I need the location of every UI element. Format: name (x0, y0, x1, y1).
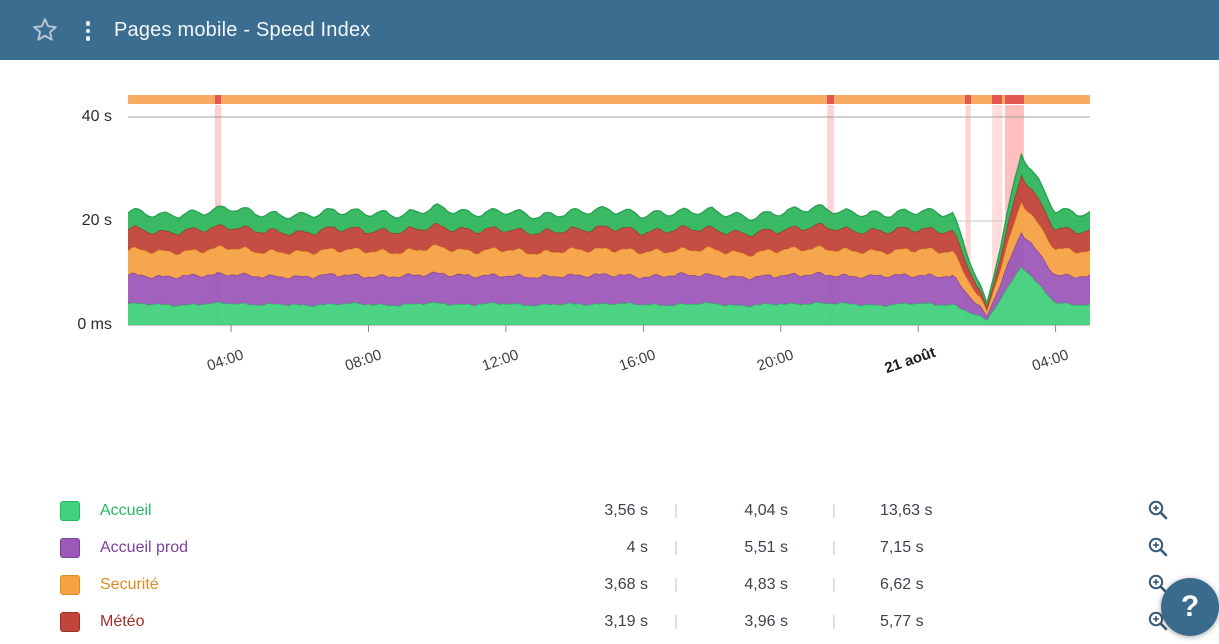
stat-value: 5,77 s (880, 612, 924, 630)
y-tick-label: 0 ms (77, 316, 112, 333)
y-tick-label: 40 s (81, 108, 112, 125)
magnifier-plus-icon (1148, 537, 1168, 556)
widget-header: Pages mobile - Speed Index (0, 0, 1219, 60)
stat-value: 6,62 s (880, 575, 924, 593)
stat-value: 3,56 s (604, 501, 648, 519)
magnifier-plus-icon (1148, 500, 1168, 519)
legend-row: Météo 3,19 s | 3,96 s | 5,77 s (60, 603, 1170, 640)
separator: | (832, 576, 836, 593)
stat-value: 3,96 s (744, 612, 788, 630)
series-name[interactable]: Accueil (100, 501, 152, 519)
x-tick-label: 08:00 (342, 346, 384, 375)
series-name[interactable]: Météo (100, 612, 145, 630)
stat-value: 4,04 s (744, 501, 788, 519)
stat-value: 5,51 s (744, 538, 788, 556)
availability-strip (128, 95, 1090, 104)
strip-incident-segment (827, 95, 835, 104)
separator: | (674, 576, 678, 593)
series-color-swatch (60, 500, 80, 521)
x-tick-label: 12:00 (479, 346, 521, 375)
separator: | (832, 539, 836, 556)
x-tick-label: 04:00 (1029, 346, 1071, 375)
widget-title: Pages mobile - Speed Index (114, 19, 371, 41)
y-tick-label: 20 s (81, 212, 112, 229)
series-color-swatch (60, 574, 80, 595)
separator: | (832, 502, 836, 519)
stat-value: 3,68 s (604, 575, 648, 593)
stat-value: 7,15 s (880, 538, 924, 556)
strip-incident-segment (992, 95, 1003, 104)
x-tick-label: 16:00 (617, 346, 659, 375)
menu-kebab-icon[interactable] (81, 19, 95, 43)
legend-table: Accueil 3,56 s | 4,04 s | 13,63 s Accuei… (60, 492, 1170, 644)
favorite-star-icon[interactable] (32, 17, 58, 43)
series-color-swatch (60, 537, 80, 558)
stat-value: 4,83 s (744, 575, 788, 593)
stat-value: 4 s (626, 538, 648, 556)
separator: | (832, 613, 836, 630)
legend-row: Accueil 3,56 s | 4,04 s | 13,63 s (60, 492, 1170, 529)
strip-incident-segment (965, 95, 972, 104)
zoom-series-button[interactable] (1146, 610, 1170, 634)
chart-svg[interactable] (128, 105, 1090, 335)
zoom-series-button[interactable] (1146, 499, 1170, 523)
legend-row: Energie 2,79 s | 3,31 s | 4,3 s (60, 640, 1170, 644)
series-name[interactable]: Accueil prod (100, 538, 189, 556)
stat-value: 3,19 s (604, 612, 648, 630)
separator: | (674, 613, 678, 630)
chart-area: 40 s 20 s 0 ms 04:00 08:00 12:00 16:00 20:00 21… (0, 60, 1219, 420)
stat-value: 13,63 s (880, 501, 933, 519)
series-name[interactable]: Securité (100, 575, 159, 593)
separator: | (674, 502, 678, 519)
x-tick-label: 21 août (882, 343, 938, 378)
legend-row: Securité 3,68 s | 4,83 s | 6,62 s (60, 566, 1170, 603)
help-button[interactable]: ? (1161, 578, 1219, 636)
legend-row: Accueil prod 4 s | 5,51 s | 7,15 s (60, 529, 1170, 566)
series-color-swatch (60, 611, 80, 632)
magnifier-plus-icon (1148, 611, 1168, 630)
x-tick-label: 20:00 (754, 346, 796, 375)
strip-incident-segment (1004, 95, 1024, 104)
x-tick-label: 04:00 (204, 346, 246, 375)
separator: | (674, 539, 678, 556)
strip-incident-segment (214, 95, 222, 104)
zoom-series-button[interactable] (1146, 536, 1170, 560)
